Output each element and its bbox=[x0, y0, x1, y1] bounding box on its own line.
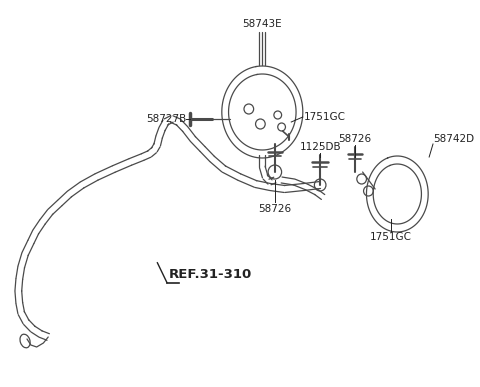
Text: REF.31-310: REF.31-310 bbox=[169, 268, 252, 281]
Text: 58742D: 58742D bbox=[433, 134, 474, 144]
Text: 58726: 58726 bbox=[338, 134, 372, 144]
Text: 58726: 58726 bbox=[258, 204, 291, 214]
Text: 58727B: 58727B bbox=[146, 114, 186, 124]
Text: 1751GC: 1751GC bbox=[370, 232, 411, 242]
Text: 1125DB: 1125DB bbox=[300, 142, 341, 152]
Text: 1751GC: 1751GC bbox=[304, 112, 346, 122]
Text: 58743E: 58743E bbox=[242, 19, 282, 29]
